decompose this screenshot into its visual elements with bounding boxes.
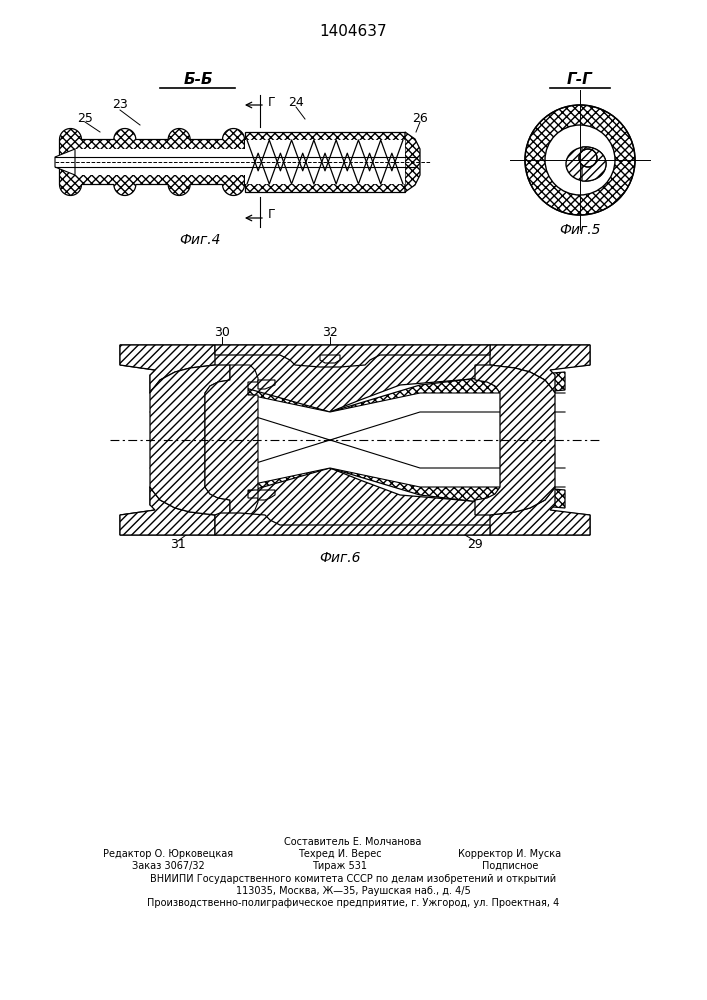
Text: 25: 25 [77,111,93,124]
Polygon shape [150,440,565,487]
Polygon shape [150,372,565,440]
Text: Техред И. Верес: Техред И. Верес [298,849,382,859]
Bar [115,335,595,530]
Polygon shape [582,147,606,181]
Bar [75,149,245,175]
Text: Г-Г: Г-Г [567,73,593,88]
Text: Производственно-полиграфическое предприятие, г. Ужгород, ул. Проектная, 4: Производственно-полиграфическое предприя… [147,898,559,908]
Polygon shape [405,132,420,192]
Polygon shape [215,345,490,367]
Polygon shape [150,393,565,440]
Text: Редактор О. Юрковецкая: Редактор О. Юрковецкая [103,849,233,859]
Text: Г: Г [268,209,276,222]
Polygon shape [120,468,590,535]
Text: Фиг.4: Фиг.4 [180,233,221,247]
Text: Заказ 3067/32: Заказ 3067/32 [132,861,204,871]
Text: Фиг.5: Фиг.5 [559,223,601,237]
Polygon shape [258,490,275,500]
Text: 24: 24 [288,97,304,109]
Text: ВНИИПИ Государственного комитета СССР по делам изобретений и открытий: ВНИИПИ Государственного комитета СССР по… [150,874,556,884]
Polygon shape [120,345,215,393]
Polygon shape [490,487,590,535]
Polygon shape [55,149,75,175]
Text: Подписное: Подписное [481,861,538,871]
Text: 32: 32 [322,326,338,338]
Circle shape [545,125,615,195]
Bar [245,140,405,184]
Polygon shape [150,365,230,515]
Text: Тираж 531: Тираж 531 [312,861,368,871]
Text: 29: 29 [467,538,483,552]
Text: 26: 26 [412,111,428,124]
Text: Составитель Е. Молчанова: Составитель Е. Молчанова [284,837,421,847]
Text: 113035, Москва, Ж—35, Раушская наб., д. 4/5: 113035, Москва, Ж—35, Раушская наб., д. … [235,886,470,896]
Polygon shape [475,365,555,515]
Text: Корректор И. Муска: Корректор И. Муска [458,849,561,859]
Text: 23: 23 [112,99,128,111]
Circle shape [579,149,597,167]
Text: 31: 31 [170,538,186,552]
Polygon shape [215,513,490,535]
Text: 30: 30 [214,326,230,338]
Text: Фиг.6: Фиг.6 [320,551,361,565]
Polygon shape [205,365,258,515]
Text: Г: Г [268,96,276,108]
Polygon shape [120,487,215,535]
Polygon shape [258,380,275,389]
Polygon shape [320,355,340,363]
Bar [245,132,405,192]
Polygon shape [120,345,590,412]
Text: Б-Б: Б-Б [183,73,213,88]
Circle shape [525,105,635,215]
Text: 1404637: 1404637 [319,24,387,39]
Polygon shape [150,440,565,508]
Polygon shape [490,345,590,393]
Ellipse shape [566,147,606,181]
Polygon shape [59,129,245,195]
